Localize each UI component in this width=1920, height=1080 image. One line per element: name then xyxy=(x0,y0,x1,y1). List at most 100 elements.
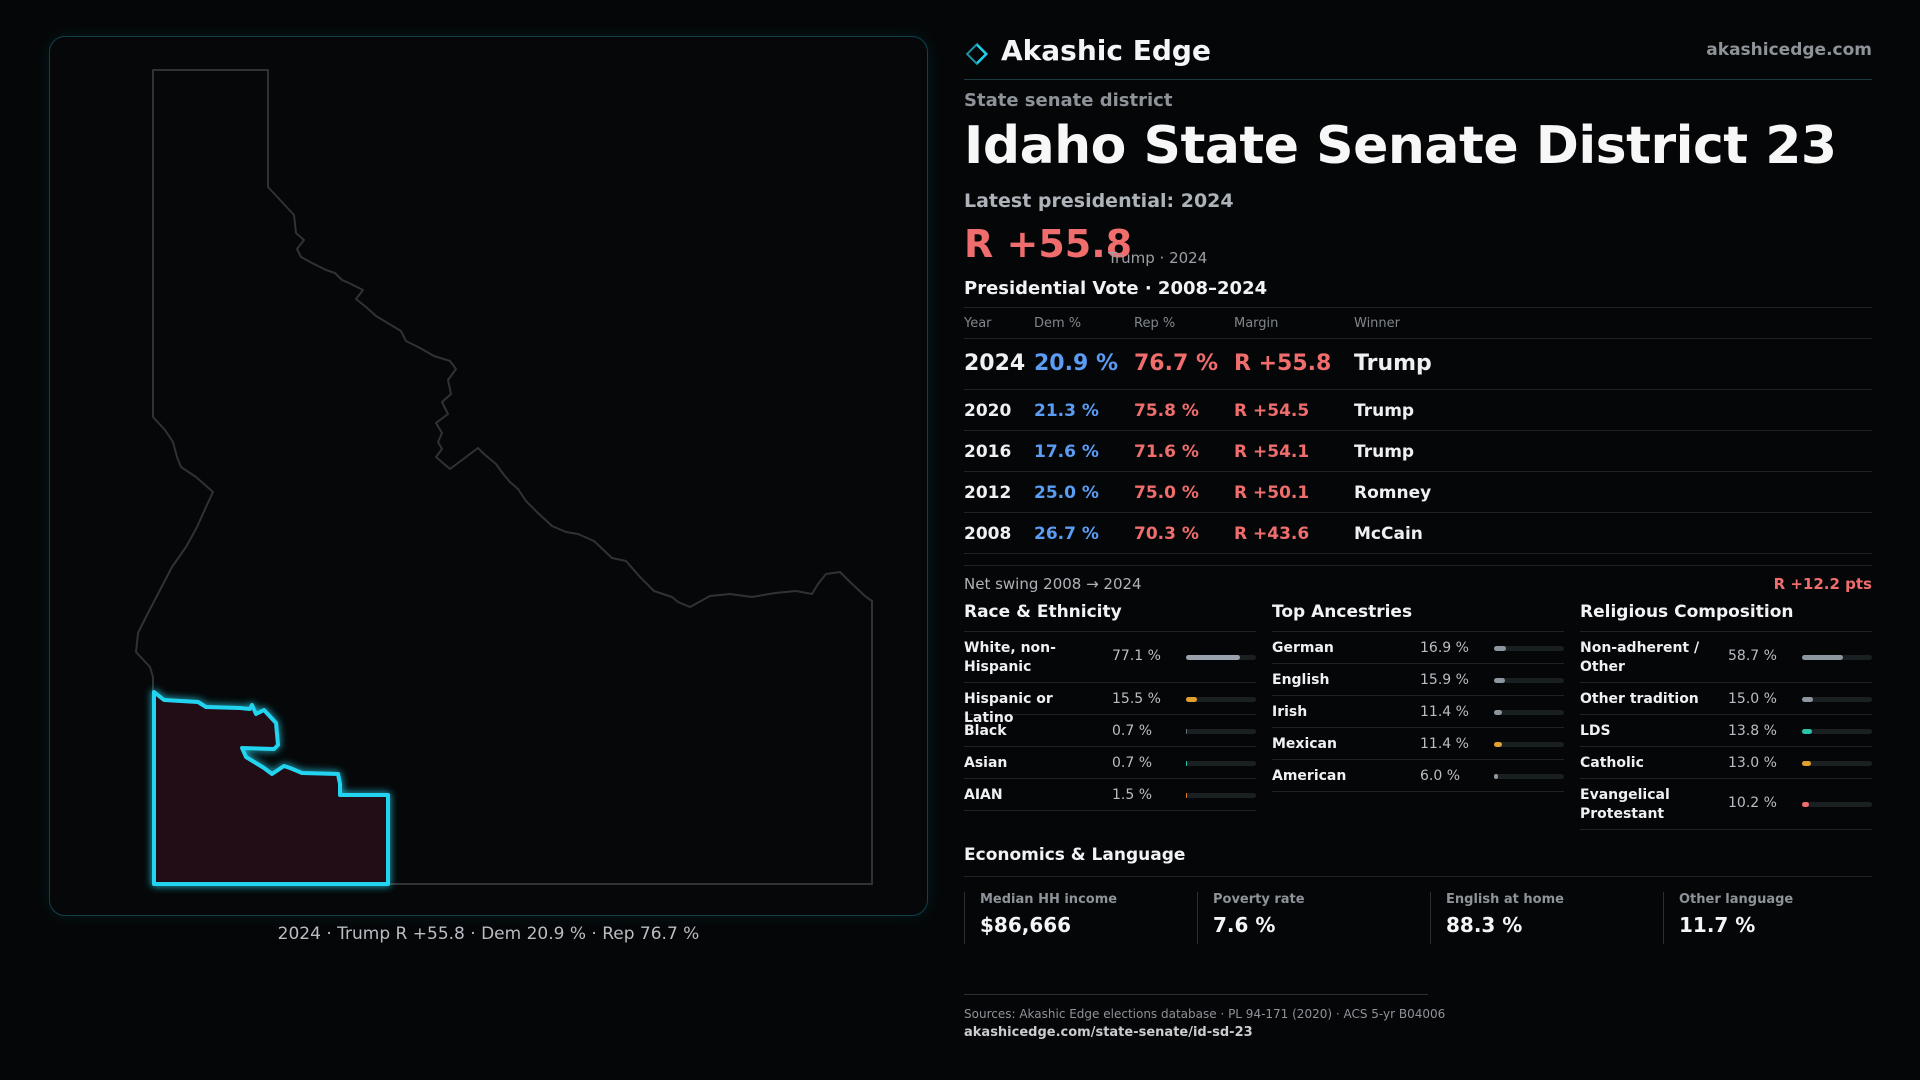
bar-track xyxy=(1802,655,1872,660)
item-value: 13.0 % xyxy=(1728,755,1777,771)
item-label: Evangelical Protestant xyxy=(1580,787,1670,822)
bar-track xyxy=(1802,761,1872,766)
map-panel[interactable] xyxy=(49,36,928,916)
sources-divider xyxy=(964,994,1428,995)
bar-track xyxy=(1186,793,1256,798)
table-header-row: Year Dem % Rep % Margin Winner xyxy=(964,308,1872,339)
bar-track xyxy=(1494,774,1564,779)
cell-year: 2016 xyxy=(964,442,1012,462)
col-header-winner: Winner xyxy=(1354,316,1401,331)
cell-dem: 25.0 % xyxy=(1034,483,1099,503)
list-item: American 6.0 % xyxy=(1272,760,1564,792)
cell-winner: McCain xyxy=(1354,524,1423,544)
item-label: English xyxy=(1272,672,1330,688)
item-label: Asian xyxy=(964,755,1008,771)
bar-fill xyxy=(1494,710,1502,715)
latest-margin-subtitle: Trump · 2024 xyxy=(1108,249,1208,267)
bar-fill xyxy=(1186,761,1187,766)
district-23-boundary[interactable] xyxy=(152,690,390,886)
bar-track xyxy=(1802,697,1872,702)
page-title: Idaho State Senate District 23 xyxy=(964,116,1837,176)
bar-track xyxy=(1186,729,1256,734)
cell-year: 2012 xyxy=(964,483,1012,503)
latest-presidential-label: Latest presidential: 2024 xyxy=(964,190,1234,212)
bar-fill xyxy=(1186,697,1197,702)
stat-label: Poverty rate xyxy=(1213,892,1305,907)
item-label: Non-adherent / Other xyxy=(1580,640,1700,675)
cell-rep: 75.8 % xyxy=(1134,401,1199,421)
list-item: German 16.9 % xyxy=(1272,632,1564,664)
bar-fill xyxy=(1186,729,1187,734)
religion-section: Religious Composition Non-adherent / Oth… xyxy=(1580,600,1872,830)
list-item: Catholic 13.0 % xyxy=(1580,747,1872,779)
district-map[interactable] xyxy=(50,37,929,917)
table-row: 2016 17.6 % 71.6 % R +54.1 Trump xyxy=(964,431,1872,472)
stat-value: 88.3 % xyxy=(1446,913,1523,937)
bar-track xyxy=(1494,646,1564,651)
bar-track xyxy=(1186,697,1256,702)
item-value: 77.1 % xyxy=(1112,648,1161,664)
bar-fill xyxy=(1494,646,1506,651)
bar-fill xyxy=(1802,697,1813,702)
econ-stat-poverty: Poverty rate 7.6 % xyxy=(1197,892,1415,944)
cell-rep: 70.3 % xyxy=(1134,524,1199,544)
race-ethnicity-title: Race & Ethnicity xyxy=(964,600,1256,632)
presidential-vote-title: Presidential Vote · 2008–2024 xyxy=(964,278,1268,299)
brand-name: Akashic Edge xyxy=(1001,34,1211,67)
bar-track xyxy=(1186,761,1256,766)
item-label: Catholic xyxy=(1580,755,1644,771)
stat-label: Median HH income xyxy=(980,892,1118,907)
item-label: Irish xyxy=(1272,704,1308,720)
cell-winner: Trump xyxy=(1354,442,1415,462)
item-label: LDS xyxy=(1580,723,1611,739)
bar-track xyxy=(1186,655,1256,660)
page-kicker: State senate district xyxy=(964,90,1173,111)
item-label: Mexican xyxy=(1272,736,1337,752)
stat-value: 7.6 % xyxy=(1213,913,1276,937)
cell-margin: R +54.1 xyxy=(1234,442,1310,462)
item-value: 15.9 % xyxy=(1420,672,1469,688)
bar-track xyxy=(1494,678,1564,683)
cell-dem: 17.6 % xyxy=(1034,442,1099,462)
bar-track xyxy=(1802,802,1872,807)
item-label: German xyxy=(1272,640,1334,656)
ancestries-title: Top Ancestries xyxy=(1272,600,1564,632)
item-value: 16.9 % xyxy=(1420,640,1469,656)
cell-winner: Trump xyxy=(1354,401,1415,421)
item-label: American xyxy=(1272,768,1347,784)
sources-url-link[interactable]: akashicedge.com/state-senate/id-sd-23 xyxy=(964,1025,1253,1040)
bar-fill xyxy=(1494,678,1506,683)
item-label: AIAN xyxy=(964,787,1003,803)
list-item: Other tradition 15.0 % xyxy=(1580,683,1872,715)
list-item: AIAN 1.5 % xyxy=(964,779,1256,811)
table-row: 2008 26.7 % 70.3 % R +43.6 McCain xyxy=(964,513,1872,554)
presidential-vote-table: Year Dem % Rep % Margin Winner 2024 20.9… xyxy=(964,307,1872,554)
bar-fill xyxy=(1802,729,1812,734)
item-label: Hispanic or Latino xyxy=(964,691,1053,726)
bar-track xyxy=(1802,729,1872,734)
list-item: Non-adherent / Other 58.7 % xyxy=(1580,632,1872,683)
list-item: Irish 11.4 % xyxy=(1272,696,1564,728)
bar-track xyxy=(1494,710,1564,715)
list-item: Black 0.7 % xyxy=(964,715,1256,747)
race-ethnicity-section: Race & Ethnicity White, non-Hispanic 77.… xyxy=(964,600,1256,811)
bar-fill xyxy=(1802,655,1844,660)
ancestries-section: Top Ancestries German 16.9 % English 15.… xyxy=(1272,600,1564,792)
bar-fill xyxy=(1494,774,1499,779)
econ-stat-other-language: Other language 11.7 % xyxy=(1663,892,1881,944)
idaho-state-outline xyxy=(135,69,873,885)
table-row: 2012 25.0 % 75.0 % R +50.1 Romney xyxy=(964,472,1872,513)
item-value: 0.7 % xyxy=(1112,755,1153,771)
economics-title: Economics & Language xyxy=(964,845,1872,877)
latest-margin: R +55.8 xyxy=(964,222,1133,266)
list-item: Hispanic or Latino 15.5 % xyxy=(964,683,1256,726)
bar-track xyxy=(1494,742,1564,747)
cell-margin: R +43.6 xyxy=(1234,524,1310,544)
col-header-rep: Rep % xyxy=(1134,316,1176,331)
list-item: White, non-Hispanic 77.1 % xyxy=(964,632,1256,683)
cell-year: 2008 xyxy=(964,524,1012,544)
list-item: English 15.9 % xyxy=(1272,664,1564,696)
brand-url-link[interactable]: akashicedge.com xyxy=(1706,40,1872,60)
cell-margin: R +55.8 xyxy=(1234,351,1332,376)
cell-year: 2024 xyxy=(964,351,1026,376)
